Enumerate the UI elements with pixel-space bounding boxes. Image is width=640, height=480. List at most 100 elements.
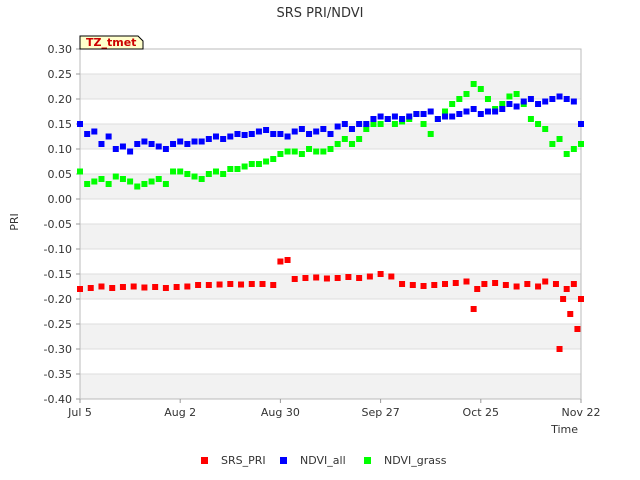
y-tick-label: 0.10 <box>48 143 73 156</box>
point-srs-pri <box>259 281 266 287</box>
point-srs-pri <box>563 286 570 292</box>
point-ndvi-all <box>399 116 406 122</box>
y-tick-label: -0.25 <box>44 318 72 331</box>
point-ndvi-all <box>77 121 83 127</box>
point-ndvi-all <box>520 98 527 105</box>
point-ndvi-grass <box>220 171 227 177</box>
grid-band <box>80 99 581 124</box>
point-ndvi-grass <box>542 126 549 132</box>
point-ndvi-all <box>212 133 219 140</box>
point-ndvi-all <box>391 113 398 120</box>
point-ndvi-grass <box>270 156 277 162</box>
point-ndvi-all <box>105 133 112 140</box>
point-srs-pri <box>313 274 320 281</box>
point-ndvi-grass <box>420 121 427 127</box>
point-ndvi-all <box>91 128 98 135</box>
point-srs-pri <box>542 278 549 285</box>
point-srs-pri <box>420 283 427 289</box>
point-srs-pri <box>130 283 137 290</box>
point-ndvi-all <box>148 141 155 147</box>
point-ndvi-all <box>535 101 542 107</box>
x-tick-label: Oct 25 <box>463 406 500 419</box>
point-ndvi-grass <box>506 93 513 100</box>
y-tick-label: 0.30 <box>48 43 73 56</box>
point-srs-pri <box>356 275 363 281</box>
point-srs-pri <box>492 280 499 286</box>
point-ndvi-grass <box>205 171 212 177</box>
point-srs-pri <box>345 274 352 280</box>
point-ndvi-grass <box>298 151 305 157</box>
grid-band <box>80 199 581 224</box>
point-ndvi-all <box>313 128 320 135</box>
point-ndvi-grass <box>477 86 484 92</box>
legend-label-ndvi-grass: NDVI_grass <box>384 454 447 467</box>
point-ndvi-all <box>112 146 119 152</box>
point-ndvi-grass <box>535 121 542 127</box>
point-ndvi-grass <box>456 96 463 102</box>
point-srs-pri <box>77 286 83 292</box>
point-ndvi-grass <box>556 136 563 142</box>
point-ndvi-all <box>141 138 148 145</box>
point-ndvi-grass <box>306 146 313 152</box>
point-ndvi-all <box>98 141 105 147</box>
legend-label-srs-pri: SRS_PRI <box>221 454 266 467</box>
point-ndvi-all <box>341 121 348 127</box>
point-ndvi-grass <box>141 181 148 187</box>
point-ndvi-all <box>449 113 456 120</box>
point-ndvi-grass <box>356 136 363 142</box>
point-ndvi-all <box>370 116 377 122</box>
point-ndvi-all <box>291 128 298 135</box>
point-ndvi-all <box>191 138 198 145</box>
point-srs-pri <box>366 273 373 280</box>
point-ndvi-grass <box>105 181 112 187</box>
point-ndvi-all <box>549 96 556 102</box>
point-ndvi-all <box>134 141 141 147</box>
point-ndvi-grass <box>255 161 262 167</box>
y-tick-label: 0.05 <box>48 168 73 181</box>
x-tick-label: Jul 5 <box>67 406 92 419</box>
point-srs-pri <box>481 281 488 287</box>
point-srs-pri <box>560 296 567 302</box>
point-ndvi-all <box>484 108 491 115</box>
point-ndvi-grass <box>470 81 477 87</box>
point-ndvi-all <box>506 101 513 107</box>
grid-band <box>80 299 581 324</box>
point-ndvi-grass <box>391 121 398 127</box>
point-srs-pri <box>463 278 470 285</box>
point-ndvi-all <box>170 141 177 147</box>
point-ndvi-grass <box>291 148 298 155</box>
point-ndvi-grass <box>91 178 98 185</box>
point-ndvi-grass <box>527 116 534 122</box>
point-srs-pri <box>442 281 449 287</box>
point-ndvi-all <box>241 132 248 138</box>
point-ndvi-grass <box>320 148 327 155</box>
point-srs-pri <box>291 276 298 282</box>
point-ndvi-grass <box>241 163 248 170</box>
point-ndvi-all <box>470 106 477 112</box>
legend-swatch-srs-pri <box>201 457 208 464</box>
point-srs-pri <box>399 281 406 287</box>
x-tick-label: Aug 30 <box>261 406 300 419</box>
point-ndvi-all <box>255 128 262 135</box>
point-srs-pri <box>184 283 191 290</box>
point-ndvi-all <box>234 131 241 137</box>
point-ndvi-all <box>284 133 291 140</box>
grid-band <box>80 324 581 349</box>
point-srs-pri <box>452 280 459 286</box>
legend-label-ndvi-all: NDVI_all <box>300 454 346 467</box>
point-ndvi-grass <box>327 146 334 152</box>
grid-band <box>80 149 581 174</box>
grid-bands <box>80 48 581 399</box>
point-ndvi-all <box>306 131 313 137</box>
point-ndvi-all <box>570 98 577 105</box>
point-srs-pri <box>302 275 309 281</box>
point-ndvi-all <box>177 138 184 145</box>
point-srs-pri <box>248 281 255 287</box>
point-ndvi-all <box>384 116 391 122</box>
point-ndvi-grass <box>277 151 284 157</box>
point-ndvi-grass <box>570 146 577 152</box>
point-srs-pri <box>270 282 277 288</box>
grid-band <box>80 374 581 399</box>
point-ndvi-grass <box>127 178 134 185</box>
point-ndvi-grass <box>363 126 370 132</box>
